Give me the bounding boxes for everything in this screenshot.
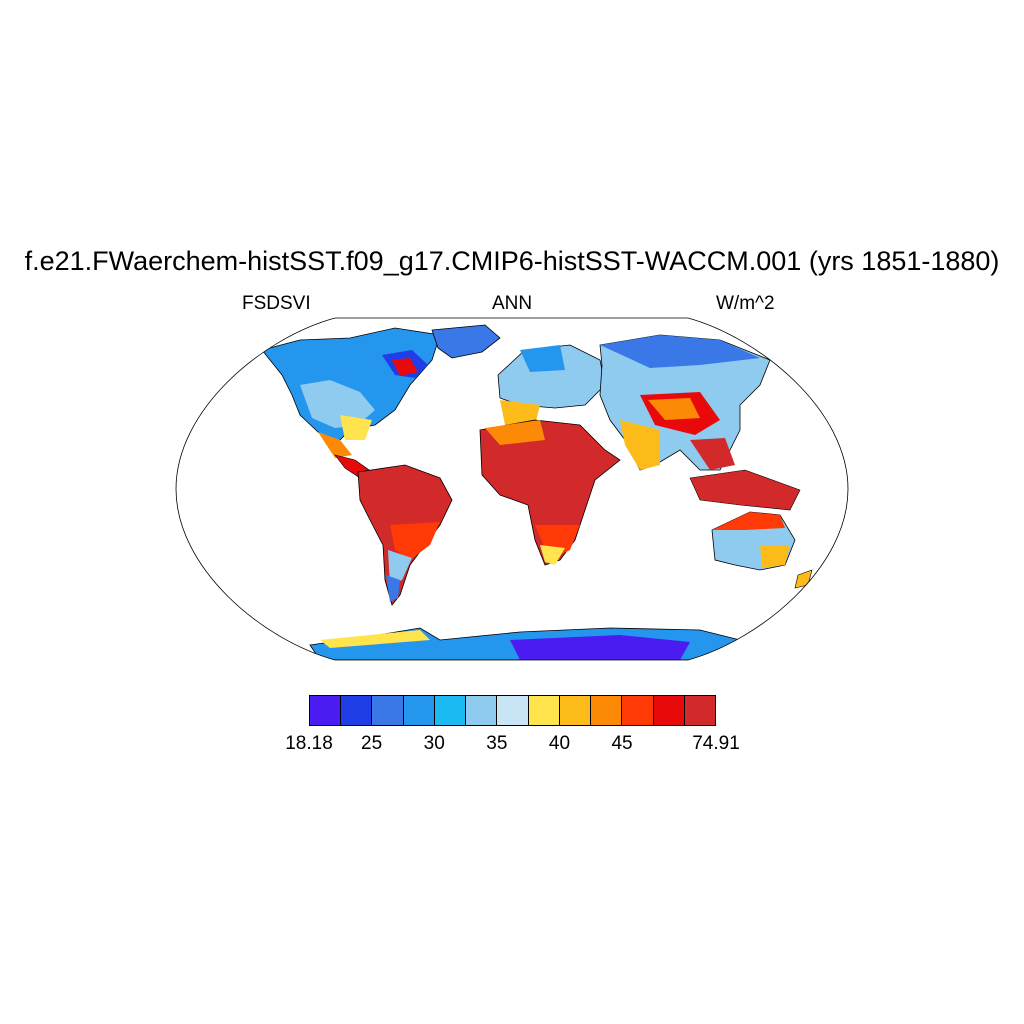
colorbar-labels: 18.18 25 30 35 40 45 74.91 (0, 733, 1024, 757)
colorbar-tick-label: 18.18 (285, 733, 333, 754)
colorbar-tick-label: 35 (486, 733, 508, 754)
colorbar-box (403, 696, 435, 725)
units-label: W/m^2 (716, 293, 775, 314)
colorbar-box (622, 696, 654, 725)
land-fill (261, 324, 813, 660)
map-boundary (175, 317, 849, 661)
colorbar-box (591, 696, 623, 725)
colorbar-box (466, 696, 498, 725)
colorbar-tick-label: 45 (611, 733, 633, 754)
colorbar-box (559, 696, 592, 725)
colorbar-box (341, 696, 373, 725)
colorbar-box (372, 696, 404, 725)
colorbar-box (434, 696, 467, 725)
variable-label: FSDSVI (242, 293, 311, 314)
colorbar-tick-label: 25 (361, 733, 383, 754)
colorbar-box (653, 696, 685, 725)
colorbar-box (684, 696, 716, 725)
colorbar-tick-label: 74.91 (692, 733, 740, 754)
colorbar-box (497, 696, 529, 725)
colorbar-box (528, 696, 560, 725)
colorbar-tick-label: 40 (548, 733, 571, 754)
colorbar (309, 695, 716, 726)
season-label: ANN (491, 293, 533, 314)
plot-title: f.e21.FWaerchem-histSST.f09_g17.CMIP6-hi… (24, 246, 1000, 276)
colorbar-box (310, 696, 342, 725)
colorbar-tick-label: 30 (423, 733, 445, 754)
